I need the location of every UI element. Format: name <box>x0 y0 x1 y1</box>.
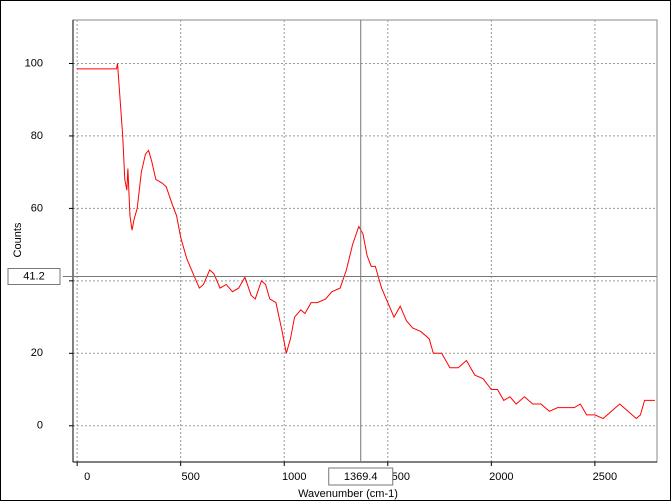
x-tick-label: 2000 <box>489 471 513 483</box>
y-tick-label: 20 <box>31 347 43 359</box>
y-axis-label: Counts <box>12 222 24 257</box>
x-tick-label: 0 <box>84 471 90 483</box>
plot-area <box>72 19 658 463</box>
y-tick-label: 60 <box>31 202 43 214</box>
cursor-y-box <box>7 268 61 286</box>
cursor-x-label: 1369.4 <box>344 471 378 483</box>
x-tick-label: 2500 <box>593 471 617 483</box>
cursor-x-box <box>328 467 394 486</box>
x-tick-label: 1000 <box>282 471 306 483</box>
cursor-y-label: 41.2 <box>23 270 44 282</box>
y-tick-label: 0 <box>37 420 43 432</box>
y-tick-label: 80 <box>31 130 43 142</box>
y-tick-label: 100 <box>25 57 43 69</box>
x-axis-label: Wavenumber (cm-1) <box>298 488 398 500</box>
x-tick-label: 500 <box>182 471 200 483</box>
spectrum-line <box>77 63 655 420</box>
